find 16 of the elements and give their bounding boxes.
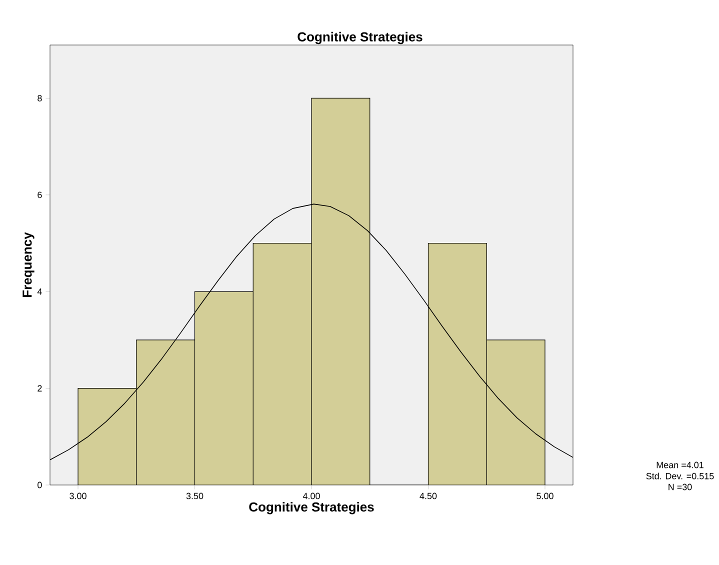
x-tick-label: 3.00 — [70, 492, 86, 500]
y-tick-label: 8 — [38, 95, 42, 102]
text: N =30 — [668, 484, 692, 490]
chart-title: Cognitive Strategies — [298, 32, 422, 44]
x-tick-label: 5.00 — [536, 492, 554, 500]
x-axis-title: Cognitive Strategies — [249, 502, 374, 514]
x-tick-label: 3.50 — [186, 492, 204, 500]
x-tick-label: 4.50 — [420, 492, 437, 500]
text: Mean =4.01 — [656, 462, 704, 468]
y-axis-title: Frequency — [22, 232, 34, 298]
x-tick-label: 4.00 — [302, 492, 320, 500]
y-tick-label: 6 — [38, 192, 42, 198]
y-tick-label: 4 — [37, 288, 42, 295]
y-tick-label: 0 — [38, 482, 42, 488]
y-tick-label: 2 — [38, 385, 42, 392]
text: Std. Dev. =0.515 — [646, 472, 714, 480]
